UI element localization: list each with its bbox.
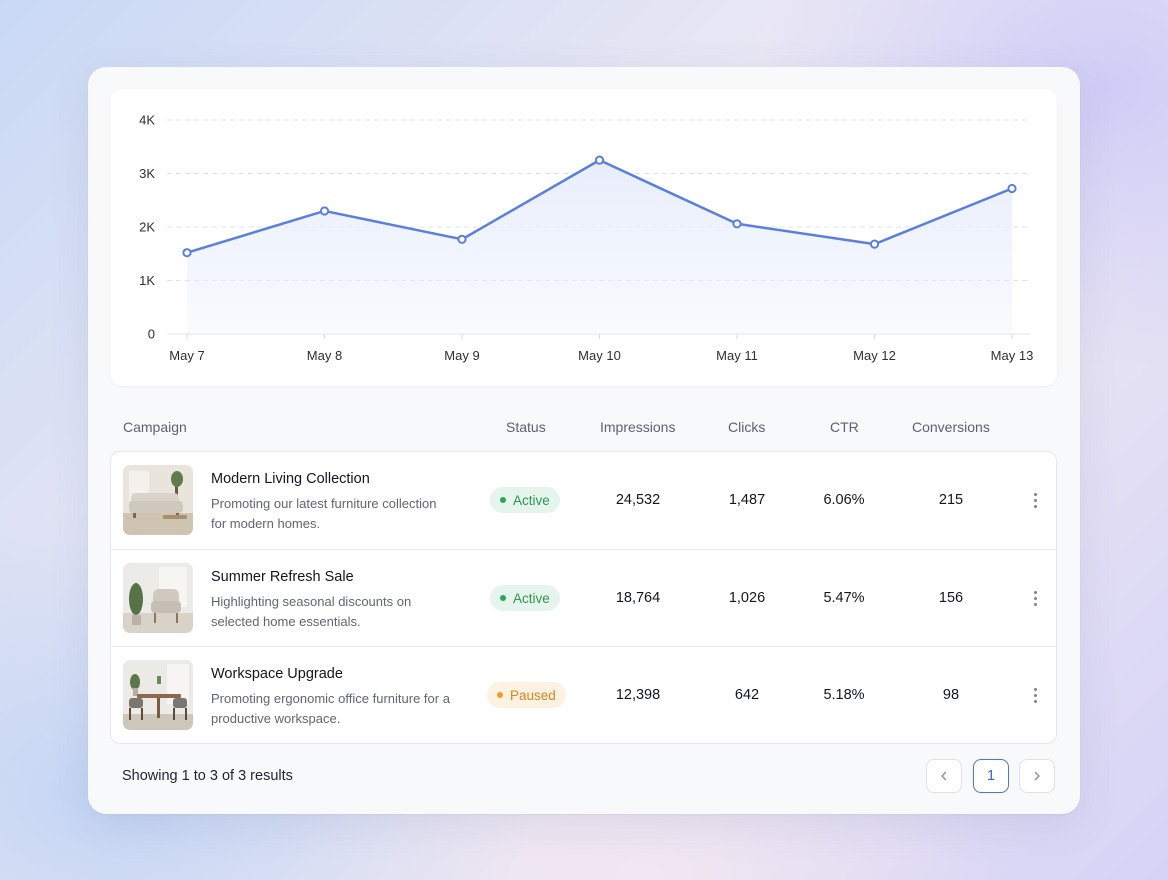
campaign-card: 0 1K 2K 3K 4K May 7 May 8 May 9 May 10 May 11 May … <box>88 67 1080 814</box>
data-point <box>319 206 330 216</box>
campaign-description: Promoting our latest furniture collectio… <box>211 496 437 531</box>
x-tick-label: May 7 <box>169 348 204 363</box>
data-point <box>869 239 880 249</box>
x-tick-label: May 10 <box>578 348 621 363</box>
table-header: Campaign Status Impressions Clicks CTR C… <box>110 407 1057 447</box>
y-tick-label: 1K <box>139 273 155 288</box>
series-area <box>187 160 1012 334</box>
campaign-table: Modern Living Collection Promoting our l… <box>110 451 1057 744</box>
x-tick-label: May 13 <box>991 348 1034 363</box>
x-tick-label: May 11 <box>716 348 758 363</box>
header-status: Status <box>506 419 546 435</box>
ctr-value: 6.06% <box>823 492 865 508</box>
impressions-value: 18,764 <box>615 590 661 606</box>
conversions-value: 156 <box>938 590 964 606</box>
page-button-current[interactable]: 1 <box>973 759 1009 793</box>
chevron-left-icon <box>941 771 947 781</box>
y-tick-label: 3K <box>139 166 155 181</box>
more-options-icon[interactable] <box>1025 488 1045 512</box>
table-row[interactable]: Modern Living Collection Promoting our l… <box>111 452 1056 549</box>
y-tick-label: 4K <box>139 113 155 128</box>
data-point <box>1007 183 1017 194</box>
header-conversions: Conversions <box>912 419 990 435</box>
header-clicks: Clicks <box>728 419 766 435</box>
status-dot-icon <box>500 595 506 601</box>
status-label: Active <box>513 492 550 508</box>
prev-page-button[interactable] <box>926 759 962 793</box>
dining-table-photo <box>123 660 193 730</box>
status-dot-icon <box>497 692 503 698</box>
campaign-description: Highlighting seasonal discounts on selec… <box>211 594 412 629</box>
status-badge: Active <box>490 585 560 611</box>
ctr-value: 5.47% <box>823 590 865 606</box>
armchair-photo <box>123 563 193 633</box>
campaign-title[interactable]: Workspace Upgrade <box>211 666 343 682</box>
data-point <box>594 155 605 165</box>
y-tick-label: 2K <box>139 220 155 235</box>
impressions-value: 24,532 <box>615 492 661 508</box>
status-badge: Active <box>490 487 560 513</box>
chevron-right-icon <box>1034 771 1040 781</box>
status-dot-icon <box>500 497 506 503</box>
next-page-button[interactable] <box>1019 759 1055 793</box>
clicks-value: 1,026 <box>728 590 766 606</box>
status-label: Paused <box>510 687 556 703</box>
impressions-value: 12,398 <box>615 687 661 703</box>
data-point <box>732 219 742 229</box>
table-row[interactable]: Workspace Upgrade Promoting ergonomic of… <box>111 646 1056 743</box>
header-impressions: Impressions <box>600 419 676 435</box>
more-options-icon[interactable] <box>1025 586 1045 610</box>
pagination-summary: Showing 1 to 3 of 3 results <box>122 768 293 784</box>
x-tick-label: May 12 <box>853 348 896 363</box>
x-tick-label: May 8 <box>307 348 342 363</box>
header-campaign: Campaign <box>123 419 187 435</box>
conversions-value: 98 <box>942 687 960 703</box>
status-label: Active <box>513 590 550 606</box>
campaign-description: Promoting ergonomic office furniture for… <box>211 691 450 726</box>
table-row[interactable]: Summer Refresh Sale Highlighting seasona… <box>111 549 1056 646</box>
status-badge: Paused <box>487 682 566 708</box>
conversions-value: 215 <box>938 492 964 508</box>
campaign-title[interactable]: Summer Refresh Sale <box>211 569 354 585</box>
y-tick-label: 0 <box>148 327 155 342</box>
chart-svg: 0 1K 2K 3K 4K May 7 May 8 May 9 May 10 May 11 May … <box>139 113 1034 364</box>
x-tick-label: May 9 <box>444 348 479 363</box>
header-ctr: CTR <box>830 419 859 435</box>
clicks-value: 642 <box>734 687 760 703</box>
campaign-title[interactable]: Modern Living Collection <box>211 471 370 487</box>
more-options-icon[interactable] <box>1025 683 1045 707</box>
clicks-value: 1,487 <box>728 492 766 508</box>
sofa-photo <box>123 465 193 535</box>
ctr-value: 5.18% <box>823 687 865 703</box>
performance-chart: 0 1K 2K 3K 4K May 7 May 8 May 9 May 10 May 11 May … <box>110 89 1057 386</box>
data-point <box>182 248 192 258</box>
data-point <box>457 234 467 244</box>
